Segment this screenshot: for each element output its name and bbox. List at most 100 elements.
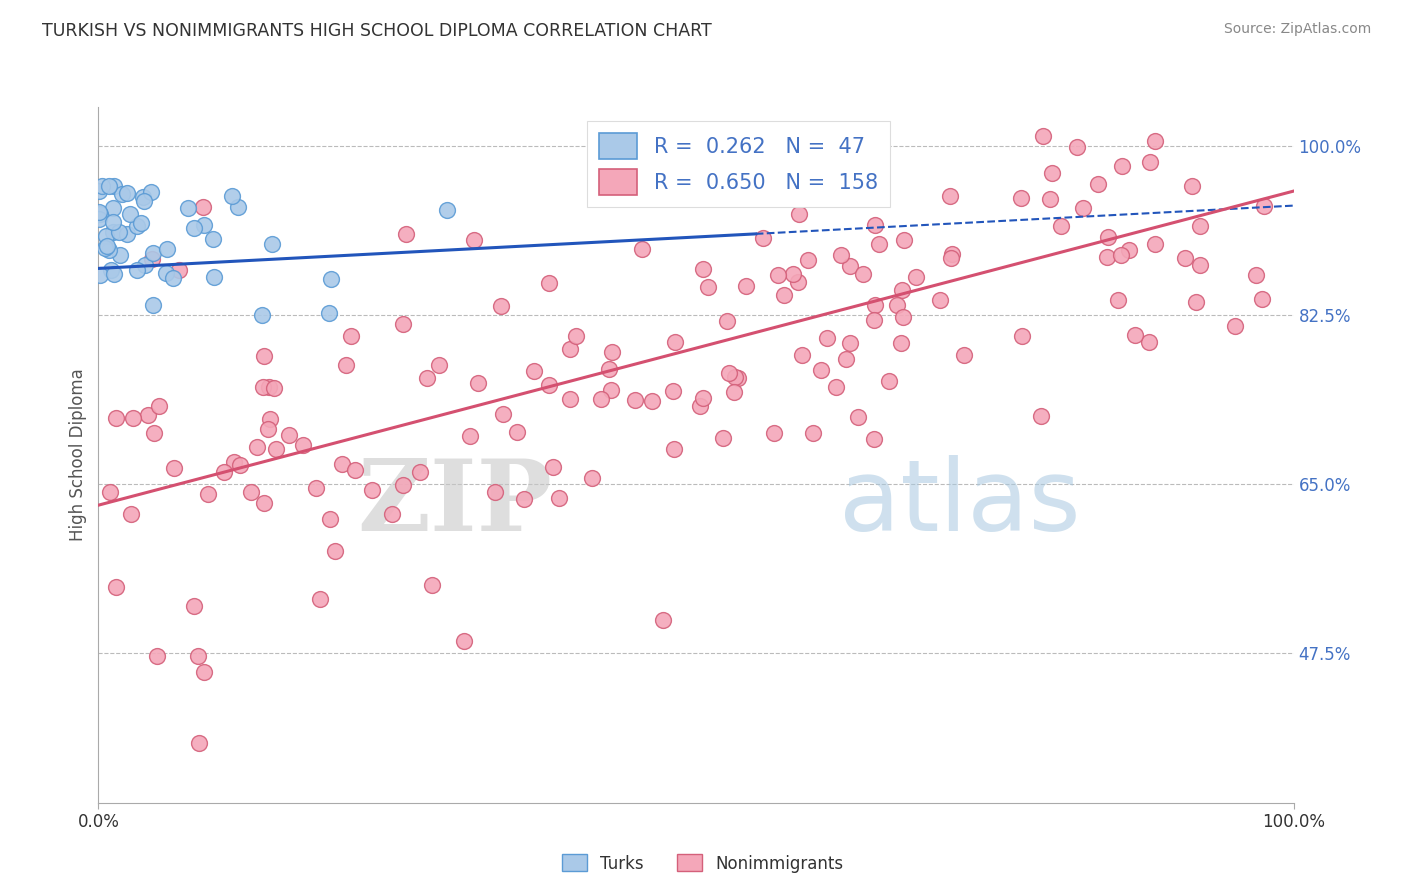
Point	[246, 440, 269, 454]
Point	[169, 262, 191, 277]
Point	[766, 268, 789, 283]
Point	[96, 239, 118, 253]
Point	[513, 491, 536, 506]
Point	[941, 246, 963, 260]
Point	[155, 242, 177, 256]
Point	[344, 463, 367, 477]
Point	[1251, 292, 1274, 306]
Point	[890, 336, 912, 351]
Point	[257, 380, 280, 394]
Point	[141, 252, 163, 267]
Legend: Turks, Nonimmigrants: Turks, Nonimmigrants	[555, 847, 851, 880]
Point	[463, 233, 485, 247]
Point	[1188, 219, 1211, 234]
Point	[143, 425, 166, 440]
Point	[381, 507, 404, 521]
Point	[762, 425, 785, 440]
Point	[148, 399, 170, 413]
Text: ZIP: ZIP	[357, 455, 553, 552]
Point	[1144, 134, 1167, 148]
Point	[718, 366, 741, 380]
Point	[1118, 244, 1140, 258]
Point	[1174, 251, 1197, 265]
Point	[821, 186, 844, 200]
Text: Source: ZipAtlas.com: Source: ZipAtlas.com	[1223, 22, 1371, 37]
Point	[120, 507, 142, 521]
Point	[786, 275, 808, 289]
Point	[188, 736, 211, 750]
Point	[122, 410, 145, 425]
Point	[392, 317, 415, 331]
Point	[191, 200, 214, 214]
Point	[361, 483, 384, 498]
Point	[484, 484, 506, 499]
Point	[118, 207, 141, 221]
Point	[862, 312, 884, 326]
Point	[117, 227, 139, 241]
Point	[825, 379, 848, 393]
Point	[108, 248, 131, 262]
Point	[253, 496, 276, 510]
Point	[751, 231, 773, 245]
Point	[136, 408, 159, 422]
Point	[830, 248, 852, 262]
Point	[839, 335, 862, 350]
Point	[1050, 219, 1073, 233]
Point	[103, 225, 125, 239]
Point	[212, 466, 235, 480]
Point	[664, 442, 686, 456]
Point	[101, 201, 124, 215]
Point	[1225, 318, 1247, 333]
Point	[697, 280, 720, 294]
Point	[395, 227, 418, 242]
Point	[264, 442, 287, 456]
Point	[1137, 334, 1160, 349]
Y-axis label: High School Diploma: High School Diploma	[69, 368, 87, 541]
Point	[810, 362, 832, 376]
Point	[193, 665, 215, 680]
Point	[796, 253, 818, 268]
Point	[89, 205, 111, 219]
Point	[716, 314, 738, 328]
Point	[240, 485, 263, 500]
Point	[815, 331, 838, 345]
Point	[1097, 251, 1119, 265]
Point	[101, 215, 124, 229]
Legend: R =  0.262   N =  47, R =  0.650   N =  158: R = 0.262 N = 47, R = 0.650 N = 158	[586, 121, 890, 207]
Point	[187, 648, 209, 663]
Point	[427, 358, 450, 372]
Point	[183, 599, 205, 614]
Point	[89, 268, 111, 282]
Point	[253, 349, 276, 363]
Point	[201, 232, 224, 246]
Point	[132, 190, 155, 204]
Point	[263, 381, 285, 395]
Point	[893, 233, 915, 247]
Point	[641, 394, 664, 409]
Point	[1139, 155, 1161, 169]
Point	[1071, 201, 1094, 215]
Point	[928, 293, 950, 307]
Point	[1107, 293, 1129, 308]
Point	[259, 412, 281, 426]
Point	[105, 580, 128, 594]
Point	[939, 188, 962, 202]
Point	[599, 383, 621, 397]
Point	[252, 380, 274, 394]
Point	[489, 299, 512, 313]
Point	[139, 185, 162, 199]
Point	[662, 384, 685, 398]
Point	[321, 271, 343, 285]
Point	[735, 279, 758, 293]
Point	[125, 263, 148, 277]
Point	[409, 465, 432, 479]
Point	[142, 246, 165, 260]
Point	[278, 428, 301, 442]
Point	[723, 370, 745, 384]
Point	[506, 425, 529, 439]
Point	[581, 471, 603, 485]
Point	[689, 400, 711, 414]
Point	[89, 207, 111, 221]
Point	[318, 306, 340, 320]
Point	[97, 178, 120, 193]
